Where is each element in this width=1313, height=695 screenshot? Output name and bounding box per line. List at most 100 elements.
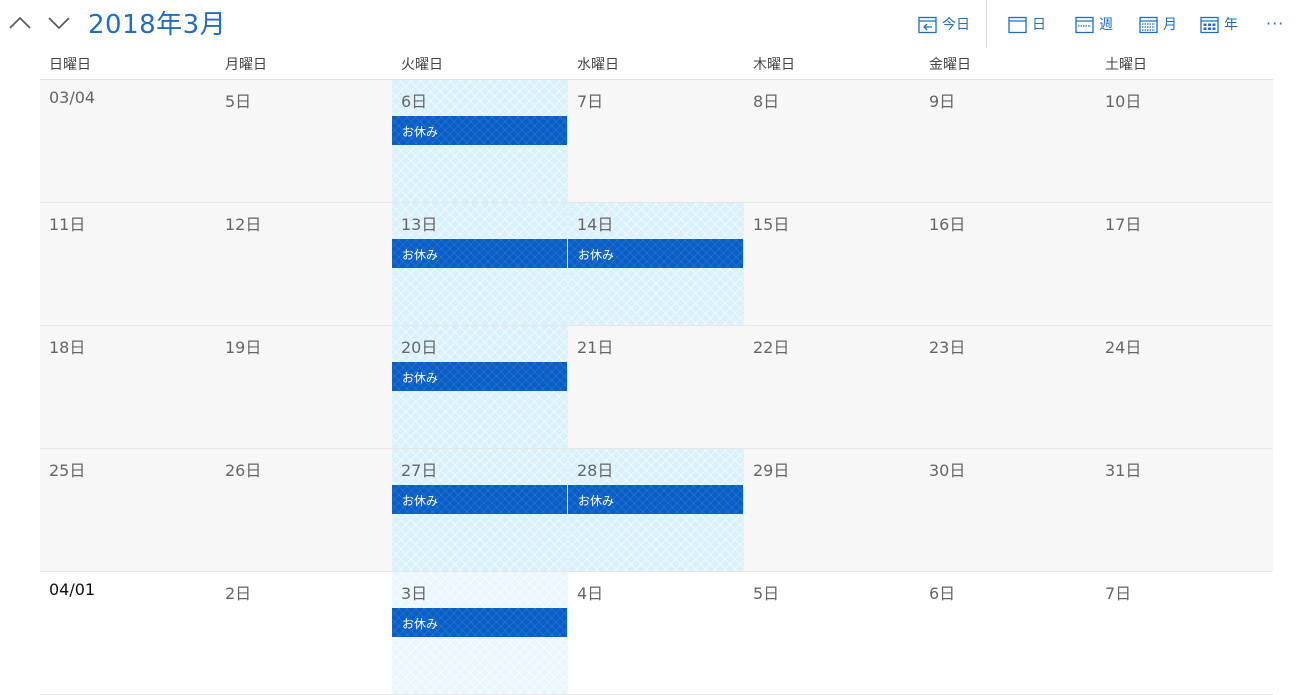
day-cell[interactable]: 31日 [1096,449,1273,572]
day-number: 9日 [929,92,956,111]
weekday-header-row: 日曜日 月曜日 火曜日 水曜日 木曜日 金曜日 土曜日 [40,48,1273,80]
day-cell[interactable]: 03/04 [40,80,216,203]
event-holiday[interactable]: お休み [568,485,743,514]
day-cell[interactable]: 3日お休み [392,572,568,695]
day-cell[interactable]: 21日 [568,326,744,449]
day-number: 11日 [49,215,86,234]
month-view-label: 月 [1163,17,1177,33]
weekday-saturday: 土曜日 [1105,57,1147,73]
event-holiday[interactable]: お休み [568,239,743,268]
day-number: 31日 [1105,461,1142,480]
day-cell[interactable]: 5日 [216,80,392,203]
day-number: 24日 [1105,338,1142,357]
day-number: 19日 [225,338,262,357]
day-cell[interactable]: 20日 お休み [392,326,568,449]
weekday-tuesday: 火曜日 [401,57,443,73]
event-holiday[interactable]: お休み [392,485,567,514]
day-cell[interactable]: 7日 [568,80,744,203]
day-number: 29日 [753,461,790,480]
day-cell[interactable]: 04/01 [40,572,216,695]
month-grid: 03/04 5日 6日 お休み 7日 8日 9日 10日 11日 12日 13日 お休み 14日 お休み 1… [40,80,1273,695]
event-holiday[interactable]: お休み [392,239,567,268]
day-cell[interactable]: 30日 [920,449,1096,572]
toolbar-divider [986,0,987,48]
day-number: 17日 [1105,215,1142,234]
day-number: 22日 [753,338,790,357]
day-cell[interactable]: 19日 [216,326,392,449]
day-number: 3日 [401,584,428,603]
day-cell[interactable]: 12日 [216,203,392,326]
day-cell[interactable]: 6日お休み [392,80,568,203]
day-number: 15日 [753,215,790,234]
day-number: 23日 [929,338,966,357]
weekday-sunday: 日曜日 [49,57,91,73]
month-calendar-icon [1139,16,1158,33]
day-number: 6日 [929,584,956,603]
previous-month-button[interactable] [7,10,33,36]
year-view-label: 年 [1224,17,1238,33]
day-view-label: 日 [1032,17,1046,33]
week-calendar-icon [1075,16,1094,33]
day-cell[interactable]: 8日 [744,80,920,203]
day-cell[interactable]: 16日 [920,203,1096,326]
day-calendar-icon [1008,16,1027,33]
month-title: 2018年3月 [88,10,227,40]
day-cell[interactable]: 7日 [1096,572,1273,695]
day-cell[interactable]: 11日 [40,203,216,326]
day-cell[interactable]: 10日 [1096,80,1273,203]
day-number: 21日 [577,338,614,357]
day-number: 8日 [753,92,780,111]
month-view-button[interactable]: 月 [1139,12,1177,36]
day-cell[interactable]: 26日 [216,449,392,572]
day-number: 10日 [1105,92,1142,111]
day-number: 26日 [225,461,262,480]
week-view-label: 週 [1099,17,1113,33]
event-holiday[interactable]: お休み [392,362,567,391]
weekday-monday: 月曜日 [225,57,267,73]
day-cell[interactable]: 5日 [744,572,920,695]
day-number: 18日 [49,338,86,357]
today-button[interactable]: 今日 [918,12,970,36]
day-cell[interactable]: 14日お休み [568,203,744,326]
week-view-button[interactable]: 週 [1075,12,1113,36]
day-cell[interactable]: 29日 [744,449,920,572]
day-view-button[interactable]: 日 [1008,12,1046,36]
day-number: 6日 [401,92,428,111]
today-button-label: 今日 [942,17,970,33]
day-number: 25日 [49,461,86,480]
year-calendar-icon [1200,16,1219,33]
day-cell[interactable]: 28日お休み [568,449,744,572]
day-number: 04/01 [49,580,96,599]
weekday-thursday: 木曜日 [753,57,795,73]
day-number: 7日 [577,92,604,111]
event-holiday[interactable]: お休み [392,116,567,145]
day-cell[interactable]: 25日 [40,449,216,572]
day-cell[interactable]: 18日 [40,326,216,449]
day-number: 7日 [1105,584,1132,603]
weekday-friday: 金曜日 [929,57,971,73]
chevron-up-icon [9,16,31,29]
day-number: 28日 [577,461,614,480]
day-cell[interactable]: 9日 [920,80,1096,203]
day-number: 5日 [225,92,252,111]
day-cell[interactable]: 17日 [1096,203,1273,326]
day-cell[interactable]: 2日 [216,572,392,695]
day-cell[interactable]: 15日 [744,203,920,326]
year-view-button[interactable]: 年 [1200,12,1238,36]
day-number: 13日 [401,215,438,234]
day-cell[interactable]: 6日 [920,572,1096,695]
calendar-header: 2018年3月 今日 日 週 月 [0,0,1313,48]
day-cell[interactable]: 4日 [568,572,744,695]
day-cell[interactable]: 13日お休み [392,203,568,326]
day-cell[interactable]: 24日 [1096,326,1273,449]
day-number: 14日 [577,215,614,234]
day-number: 2日 [225,584,252,603]
event-holiday[interactable]: お休み [392,608,567,637]
day-number: 27日 [401,461,438,480]
day-cell[interactable]: 23日 [920,326,1096,449]
next-month-button[interactable] [46,10,72,36]
day-cell[interactable]: 22日 [744,326,920,449]
more-options-button[interactable]: ··· [1266,14,1285,33]
day-number: 12日 [225,215,262,234]
day-cell[interactable]: 27日お休み [392,449,568,572]
